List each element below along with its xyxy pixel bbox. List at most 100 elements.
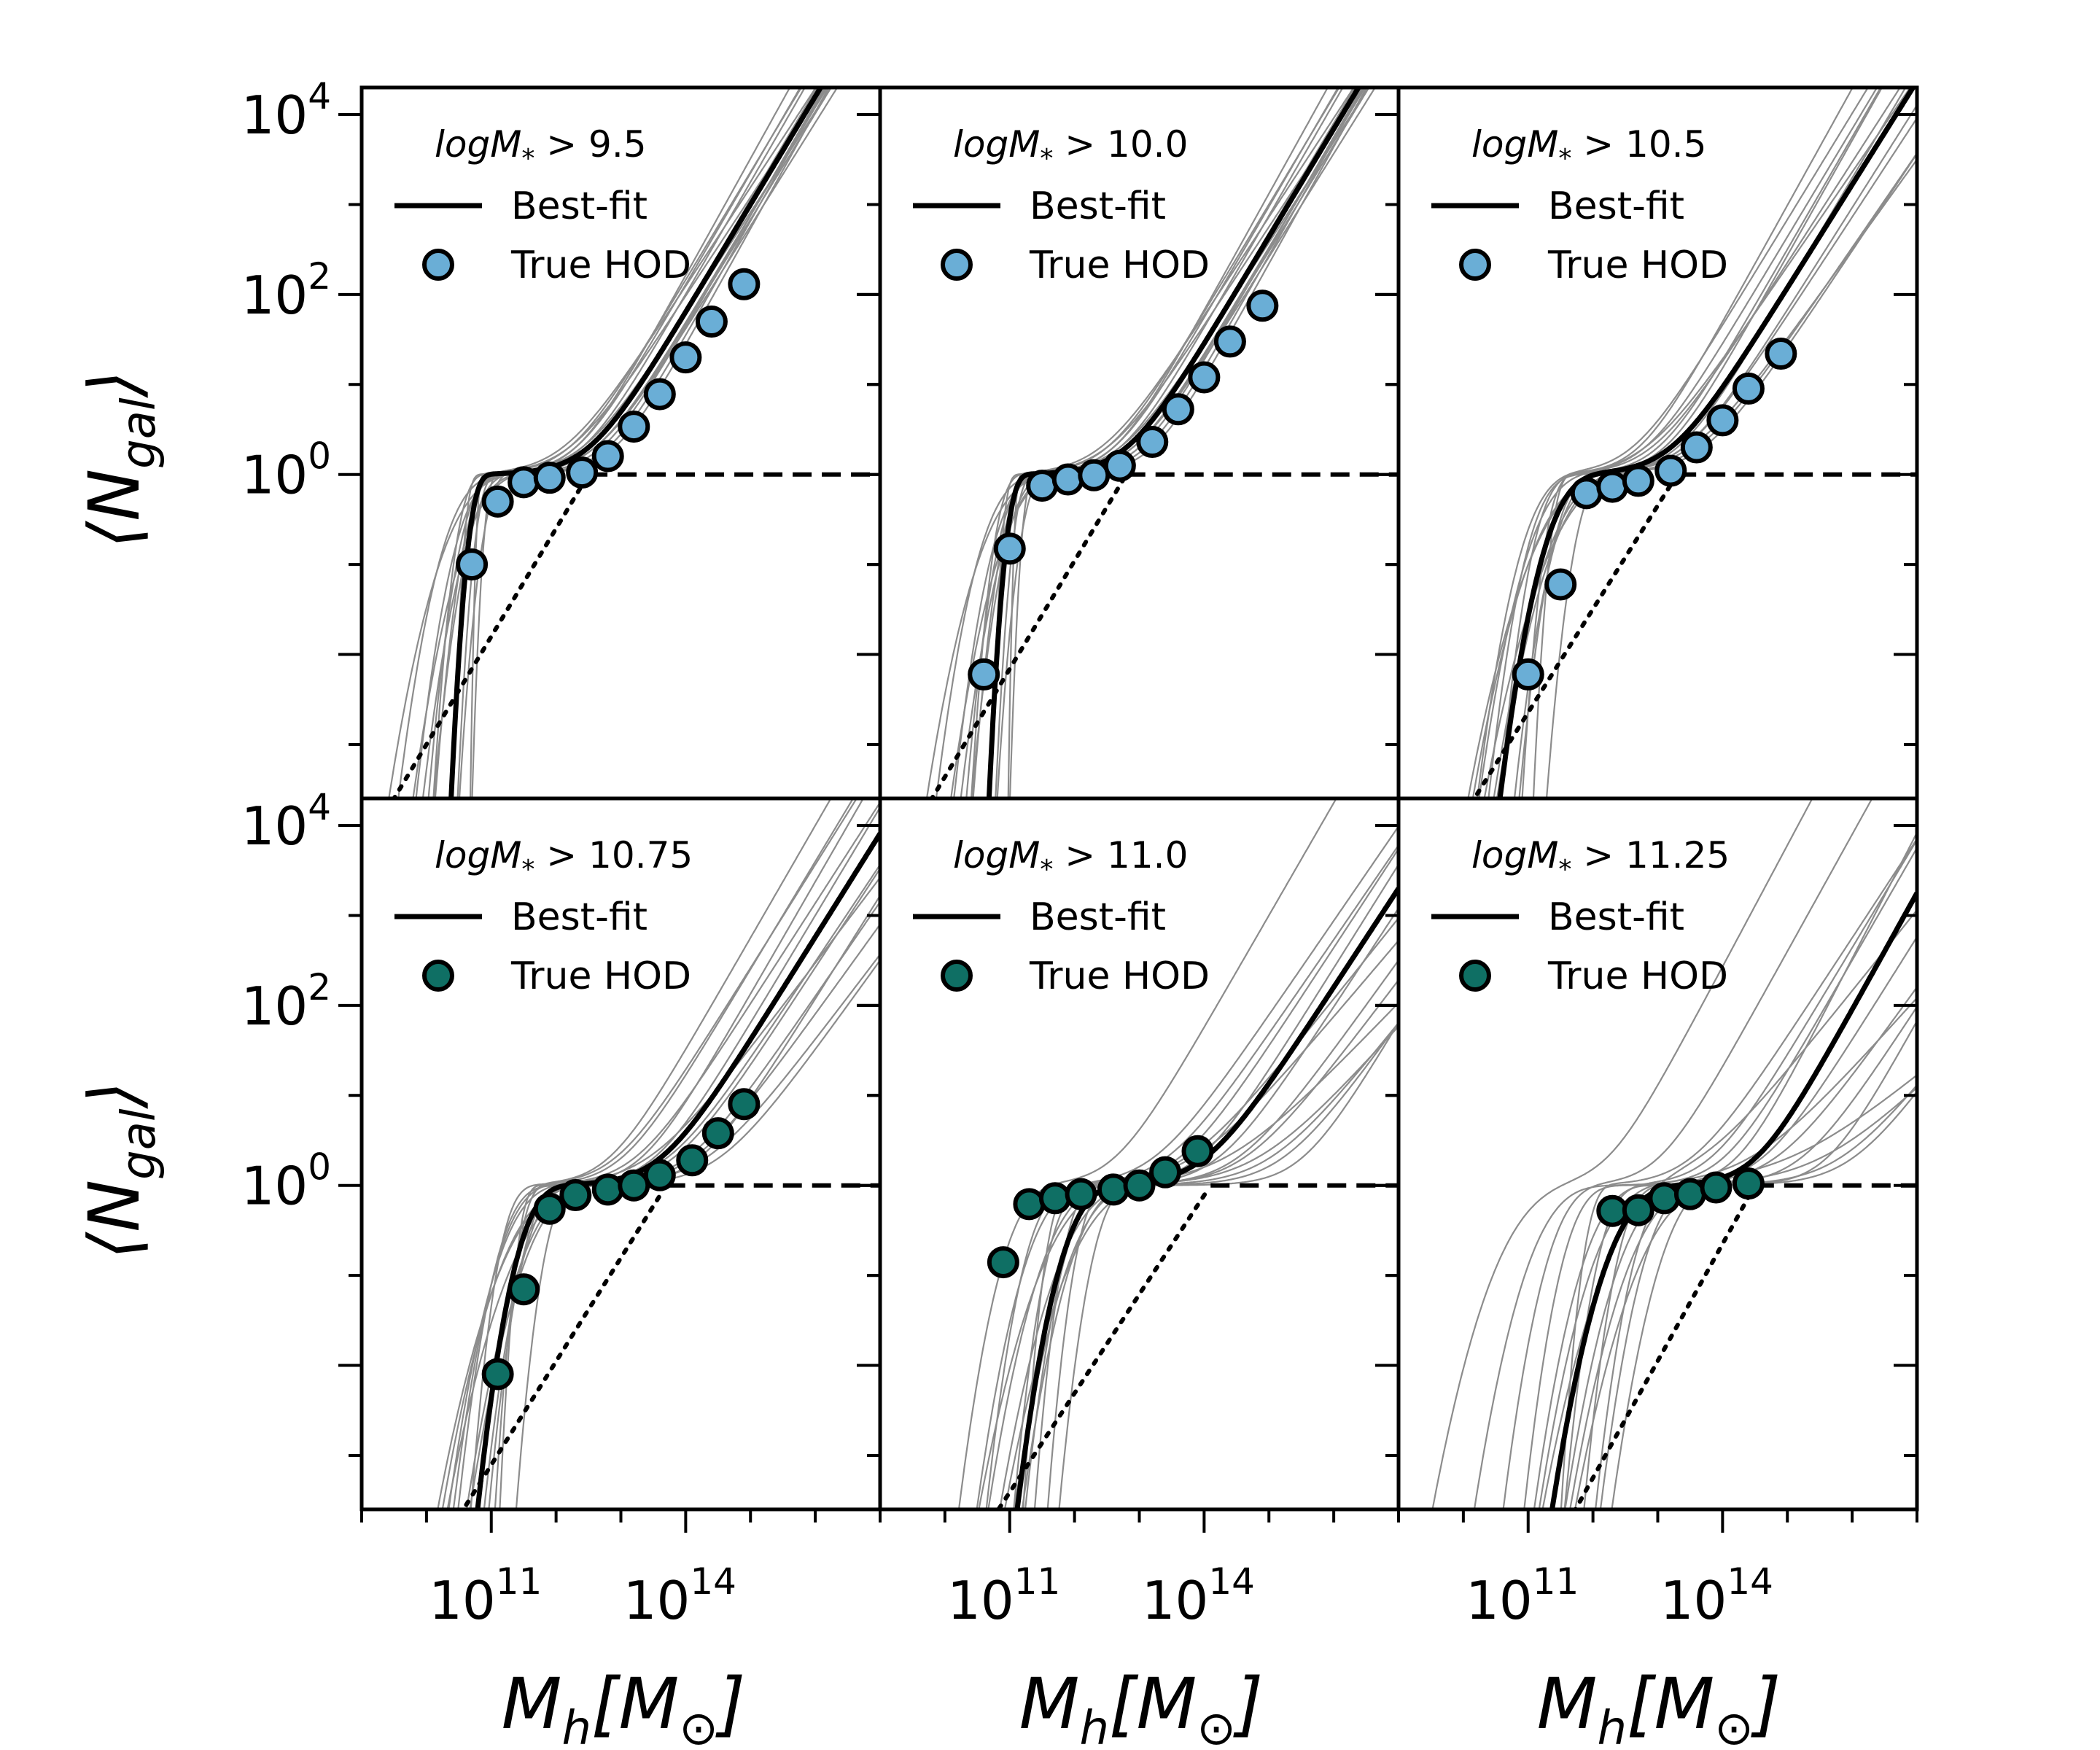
- legend-marker-label: True HOD: [1029, 244, 1210, 287]
- model-curve: [1478, 88, 1902, 798]
- true-hod-point: [618, 411, 650, 443]
- legend-title: logM* > 10.0: [953, 123, 1188, 174]
- true-hod-point: [1654, 454, 1687, 487]
- true-hod-point: [1706, 404, 1739, 437]
- true-hod-point: [566, 456, 599, 489]
- legend-line-label: Best-fit: [1548, 895, 1684, 939]
- model-curve: [1545, 88, 1883, 798]
- true-hod-point: [481, 1358, 514, 1391]
- model-curve: [452, 798, 858, 1509]
- legend-title-prefix: logM: [953, 123, 1040, 166]
- true-hod-point: [1246, 289, 1279, 322]
- y-tick-label: 100: [241, 435, 331, 506]
- true-hod-point: [591, 440, 624, 472]
- y-tick-label-exp: 0: [308, 1146, 331, 1189]
- true-hod-point: [1026, 470, 1059, 502]
- x-axis-label-middle: Mh[M⊙]: [1019, 1663, 1264, 1750]
- true-hod-point: [695, 306, 728, 338]
- model-curve: [432, 88, 806, 798]
- true-hod-point: [1673, 1178, 1706, 1210]
- x-tick-label-exp: 14: [1208, 1560, 1255, 1603]
- model-curve: [1599, 936, 1917, 1509]
- y-tick-label: 104: [241, 75, 331, 146]
- true-hod-point: [1570, 477, 1603, 510]
- legend-marker-label: True HOD: [510, 954, 691, 998]
- legend: logM* > 10.5 Best-fit True HOD: [1431, 123, 1728, 287]
- true-hod-point: [1097, 1173, 1129, 1206]
- model-curve: [448, 801, 880, 1509]
- legend-title: logM* > 10.75: [435, 834, 693, 884]
- model-curve: [935, 88, 1365, 798]
- legend: logM* > 11.0 Best-fit True HOD: [913, 834, 1210, 998]
- best-fit-line: [1497, 88, 1916, 798]
- plot-content: [925, 88, 1399, 798]
- legend-title-sub: *: [1040, 855, 1053, 884]
- legend-marker-label: True HOD: [1029, 954, 1210, 998]
- model-curve: [412, 88, 791, 798]
- x-tick-label: 1014: [623, 1560, 736, 1631]
- legend-marker-swatch: [941, 249, 973, 281]
- true-hod-point: [481, 485, 514, 518]
- model-curve: [1476, 88, 1870, 798]
- true-hod-point: [1078, 459, 1111, 491]
- true-hod-point: [456, 548, 489, 581]
- y-tick-label: 104: [241, 786, 331, 857]
- plot-content: [1467, 88, 1917, 798]
- x-tick-label: 1011: [429, 1560, 542, 1631]
- legend: logM* > 9.5 Best-fit True HOD: [394, 123, 691, 287]
- model-curve: [1560, 838, 1917, 1509]
- legend-marker-swatch: [422, 249, 454, 281]
- model-curve: [1533, 839, 1917, 1509]
- true-hod-point: [1162, 393, 1194, 426]
- true-hod-point: [676, 1144, 709, 1177]
- plot-content: [957, 798, 1399, 1509]
- x-tick-label-base: 10: [1142, 1570, 1209, 1631]
- y-tick-label-base: 10: [241, 1156, 308, 1217]
- legend: logM* > 10.75 Best-fit True HOD: [394, 834, 693, 998]
- true-hod-point: [987, 1246, 1019, 1279]
- satellite-dotted-line: [1471, 477, 1676, 798]
- y-tick-label-exp: 0: [308, 435, 331, 478]
- true-hod-point: [968, 658, 1000, 691]
- model-curve: [471, 88, 832, 798]
- x-axis-label-right: Mh[M⊙]: [1537, 1663, 1781, 1750]
- true-hod-point: [508, 466, 540, 499]
- legend-title-suffix: > 10.75: [534, 834, 693, 876]
- legend-marker-label: True HOD: [1547, 244, 1728, 287]
- panel-top-right: logM* > 10.5 Best-fit True HOD: [1375, 85, 1919, 801]
- true-hod-point: [1544, 568, 1577, 601]
- y-tick-label-exp: 4: [308, 786, 331, 828]
- legend-title-suffix: > 11.25: [1571, 834, 1730, 876]
- model-curve: [1532, 88, 1854, 798]
- legend-marker-label: True HOD: [1547, 954, 1728, 998]
- x-tick-label-base: 10: [623, 1570, 691, 1631]
- legend-title-sub: *: [1558, 855, 1571, 884]
- true-hod-point: [1136, 426, 1169, 459]
- legend-marker-swatch: [422, 960, 454, 992]
- true-hod-point: [728, 268, 761, 300]
- model-curve: [971, 88, 1344, 798]
- model-curve: [976, 825, 1399, 1509]
- model-curve: [470, 798, 855, 1509]
- model-curve: [1611, 1074, 1917, 1509]
- x-tick-label: 1014: [1660, 1560, 1773, 1631]
- legend-title-sub: *: [521, 855, 534, 884]
- x-tick-label-exp: 11: [1014, 1560, 1061, 1603]
- x-tick-label-base: 10: [429, 1570, 496, 1631]
- legend-title-suffix: > 10.5: [1571, 123, 1706, 166]
- legend-line-label: Best-fit: [1548, 184, 1684, 228]
- true-hod-point: [728, 1088, 761, 1121]
- legend-marker-swatch: [1459, 249, 1491, 281]
- true-hod-point: [618, 1169, 650, 1202]
- y-tick-label-base: 10: [241, 265, 308, 326]
- y-tick-label-base: 10: [241, 85, 308, 146]
- legend-title-prefix: logM: [435, 123, 521, 166]
- true-hod-point: [1732, 1167, 1765, 1200]
- true-hod-point: [1596, 470, 1629, 503]
- x-tick-label-base: 10: [1466, 1570, 1533, 1631]
- legend-title-suffix: > 10.0: [1053, 123, 1188, 166]
- x-axis-label-left: Mh[M⊙]: [502, 1663, 746, 1750]
- y-axis-label-top: ⟨Ngal⟩: [74, 370, 166, 548]
